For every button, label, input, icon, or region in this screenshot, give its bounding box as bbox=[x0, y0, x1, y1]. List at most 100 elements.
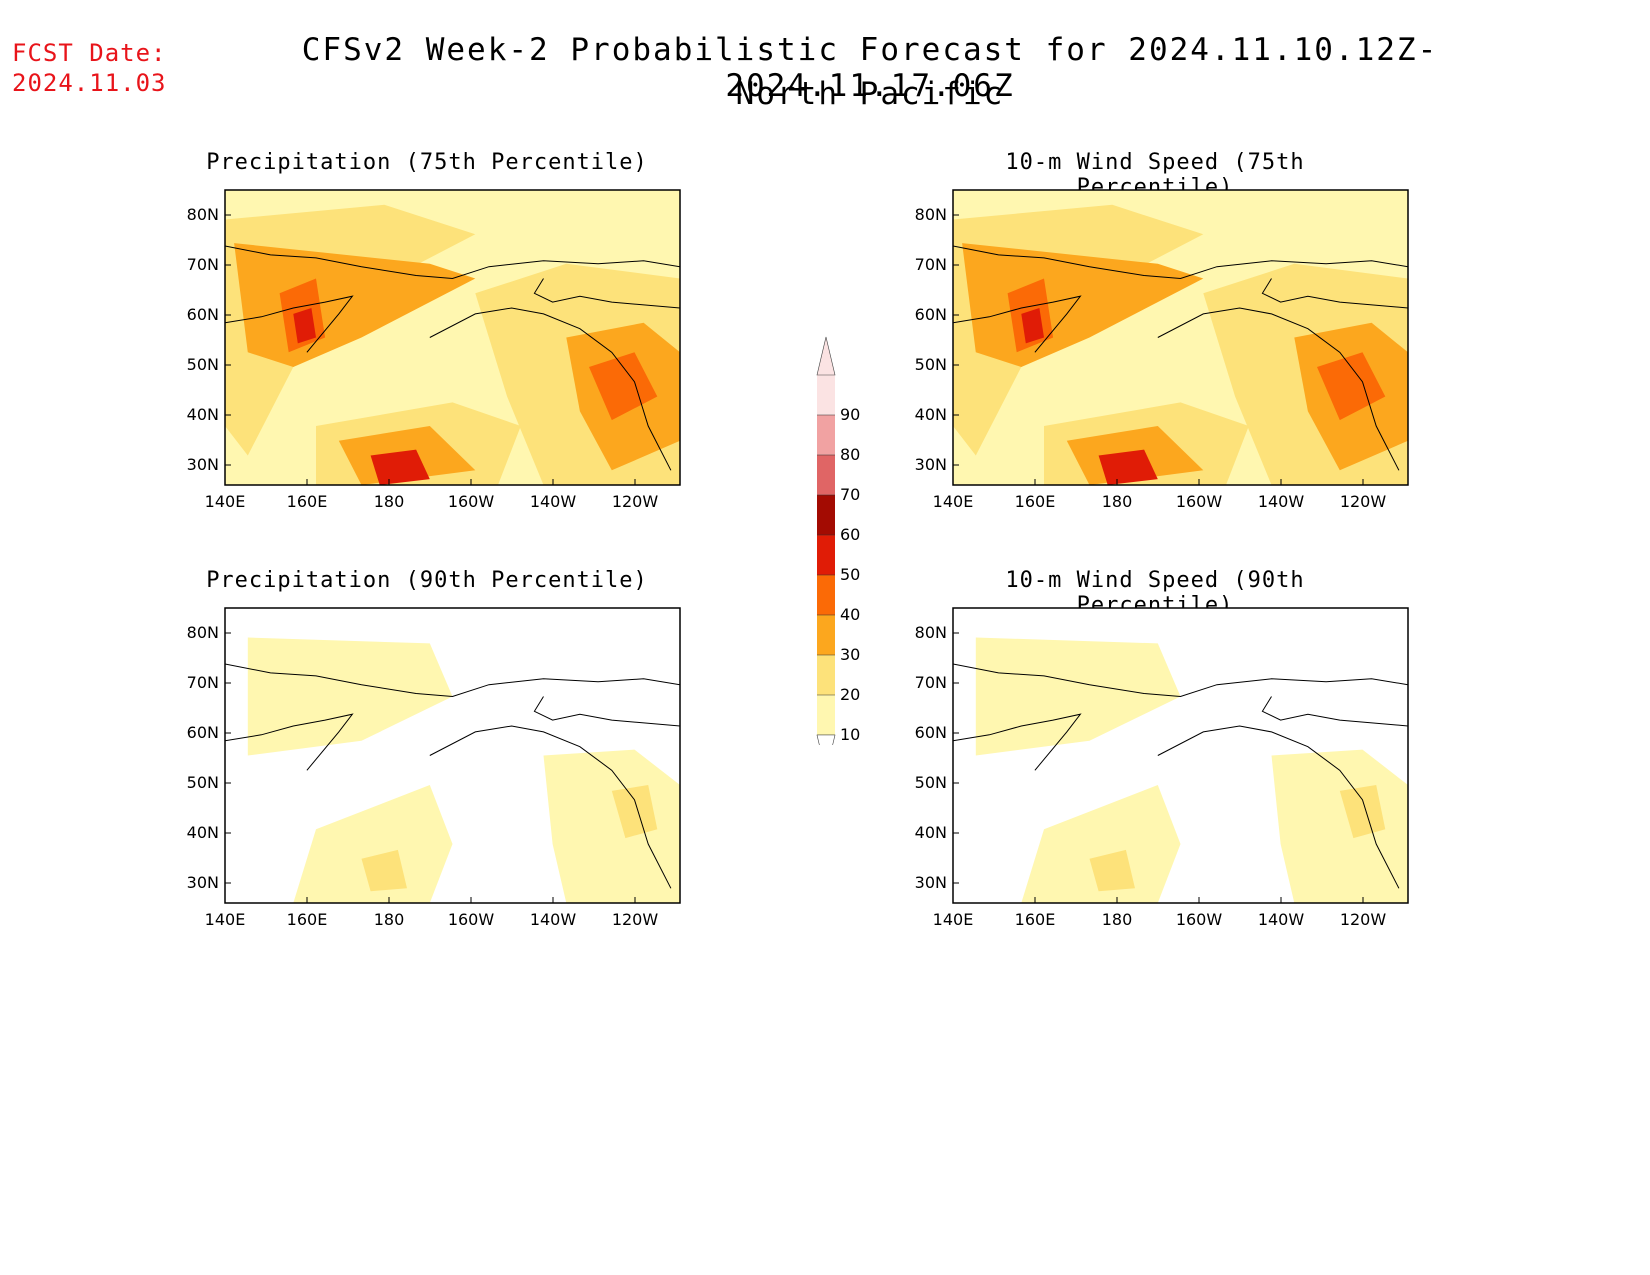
map-svg-precip75: 80N 70N 60N 50N 40N 30N 140E 160E 180 160W 140W 120… bbox=[187, 189, 681, 511]
lat-label: 40N bbox=[915, 823, 947, 842]
panel-title-wind90: 10-m Wind Speed (90th Percentile) bbox=[1005, 568, 1305, 618]
lon-label: 160E bbox=[1015, 492, 1056, 511]
lat-label: 80N bbox=[187, 205, 219, 224]
page-title: CFSv2 Week-2 Probabilistic Forecast for … bbox=[301, 32, 1439, 104]
coastline bbox=[953, 245, 1408, 280]
colorbar-svg: 10 20 30 40 50 60 70 80 90 bbox=[816, 336, 860, 745]
map-wind90: 80N 70N 60N 50N 40N 30N 140E 160E 180 160W 140W 120… bbox=[888, 603, 1418, 933]
shade-region bbox=[1021, 785, 1181, 903]
lon-label: 140E bbox=[933, 910, 974, 929]
lon-label: 160E bbox=[1015, 910, 1056, 929]
coastline bbox=[225, 713, 354, 771]
lon-label: 120W bbox=[612, 910, 659, 929]
colorbar-bottom-arrow bbox=[816, 734, 836, 745]
colorbar-label: 50 bbox=[840, 565, 860, 584]
lon-label: 180 bbox=[1102, 910, 1133, 929]
lon-label: 160E bbox=[287, 492, 328, 511]
colorbar: 10 20 30 40 50 60 70 80 90 bbox=[812, 335, 872, 745]
lon-label: 160E bbox=[287, 910, 328, 929]
lat-label: 30N bbox=[915, 455, 947, 474]
colorbar-label: 40 bbox=[840, 605, 860, 624]
lon-label: 160W bbox=[448, 910, 495, 929]
shade-region bbox=[589, 352, 658, 421]
lat-label: 80N bbox=[915, 205, 947, 224]
map-precip75: 80N 70N 60N 50N 40N 30N 140E 160E 180 160W 140W 120… bbox=[160, 185, 690, 515]
map-svg-wind90: 80N 70N 60N 50N 40N 30N 140E 160E 180 160W 140W 120… bbox=[915, 607, 1409, 929]
shade-region bbox=[1098, 449, 1158, 485]
map-frame bbox=[224, 607, 681, 904]
shade-region bbox=[370, 449, 430, 485]
panel-title-precip90: Precipitation (90th Percentile) bbox=[206, 568, 648, 593]
colorbar-segment bbox=[817, 535, 835, 575]
lat-label: 70N bbox=[915, 255, 947, 274]
colorbar-label: 80 bbox=[840, 445, 860, 464]
shade-region bbox=[1089, 849, 1135, 892]
lat-label: 50N bbox=[187, 773, 219, 792]
map-svg-precip90: 80N 70N 60N 50N 40N 30N 140E 160E 180 160W 140W 120… bbox=[187, 607, 681, 929]
shade-region bbox=[1339, 785, 1386, 839]
colorbar-label: 70 bbox=[840, 485, 860, 504]
lat-label: 40N bbox=[915, 405, 947, 424]
lat-label: 40N bbox=[187, 405, 219, 424]
colorbar-segment bbox=[817, 695, 835, 735]
coastline bbox=[1261, 278, 1408, 309]
lon-label: 160W bbox=[1176, 492, 1223, 511]
coastline bbox=[1261, 696, 1408, 727]
lat-label: 50N bbox=[915, 773, 947, 792]
coastline bbox=[1157, 307, 1400, 471]
shade-region bbox=[293, 308, 316, 344]
shading-precip90 bbox=[225, 608, 680, 903]
lat-label: 30N bbox=[187, 873, 219, 892]
map-frame bbox=[224, 189, 681, 486]
lon-label: 140W bbox=[1258, 492, 1305, 511]
shade-region bbox=[247, 637, 453, 756]
lon-label: 160W bbox=[1176, 910, 1223, 929]
colorbar-label: 30 bbox=[840, 645, 860, 664]
shade-region bbox=[293, 785, 453, 903]
shade-region bbox=[975, 637, 1181, 756]
coastline bbox=[953, 295, 1082, 353]
fcst-date-value: 2024.11.03 bbox=[12, 69, 167, 97]
lat-label: 30N bbox=[187, 455, 219, 474]
lon-label: 140W bbox=[530, 492, 577, 511]
shade-region bbox=[611, 785, 658, 839]
page-subtitle: North Pacific bbox=[735, 76, 1005, 112]
colorbar-label: 60 bbox=[840, 525, 860, 544]
lon-label: 160W bbox=[448, 492, 495, 511]
lat-label: 40N bbox=[187, 823, 219, 842]
map-frame bbox=[952, 607, 1409, 904]
shading-wind75 bbox=[953, 190, 1408, 485]
shade-region bbox=[1271, 749, 1408, 903]
lat-label: 50N bbox=[187, 355, 219, 374]
lat-label: 70N bbox=[915, 673, 947, 692]
shading-wind90 bbox=[953, 608, 1408, 903]
lat-label: 50N bbox=[915, 355, 947, 374]
coastline bbox=[953, 713, 1082, 771]
panel-title-precip75: Precipitation (75th Percentile) bbox=[206, 150, 648, 175]
coastline bbox=[225, 295, 354, 353]
lon-label: 140E bbox=[933, 492, 974, 511]
colorbar-segment bbox=[817, 495, 835, 535]
lon-label: 180 bbox=[374, 910, 405, 929]
lat-label: 80N bbox=[915, 623, 947, 642]
map-precip90: 80N 70N 60N 50N 40N 30N 140E 160E 180 160W 140W 120… bbox=[160, 603, 690, 933]
lon-label: 180 bbox=[374, 492, 405, 511]
lat-label: 80N bbox=[187, 623, 219, 642]
coastline bbox=[429, 307, 672, 471]
shade-region bbox=[1021, 308, 1044, 344]
lon-label: 180 bbox=[1102, 492, 1133, 511]
colorbar-segment bbox=[817, 575, 835, 615]
lon-label: 140W bbox=[530, 910, 577, 929]
map-wind75: 80N 70N 60N 50N 40N 30N 140E 160E 180 160W 140W 120… bbox=[888, 185, 1418, 515]
coastline bbox=[225, 663, 680, 698]
shade-region bbox=[1317, 352, 1386, 421]
coastline bbox=[533, 696, 680, 727]
coastline bbox=[953, 663, 1408, 698]
colorbar-segment bbox=[817, 655, 835, 695]
lon-label: 140W bbox=[1258, 910, 1305, 929]
colorbar-segment bbox=[817, 455, 835, 495]
lon-label: 140E bbox=[205, 910, 246, 929]
shading-precip75 bbox=[225, 190, 680, 485]
colorbar-segment bbox=[817, 415, 835, 455]
lon-label: 120W bbox=[612, 492, 659, 511]
